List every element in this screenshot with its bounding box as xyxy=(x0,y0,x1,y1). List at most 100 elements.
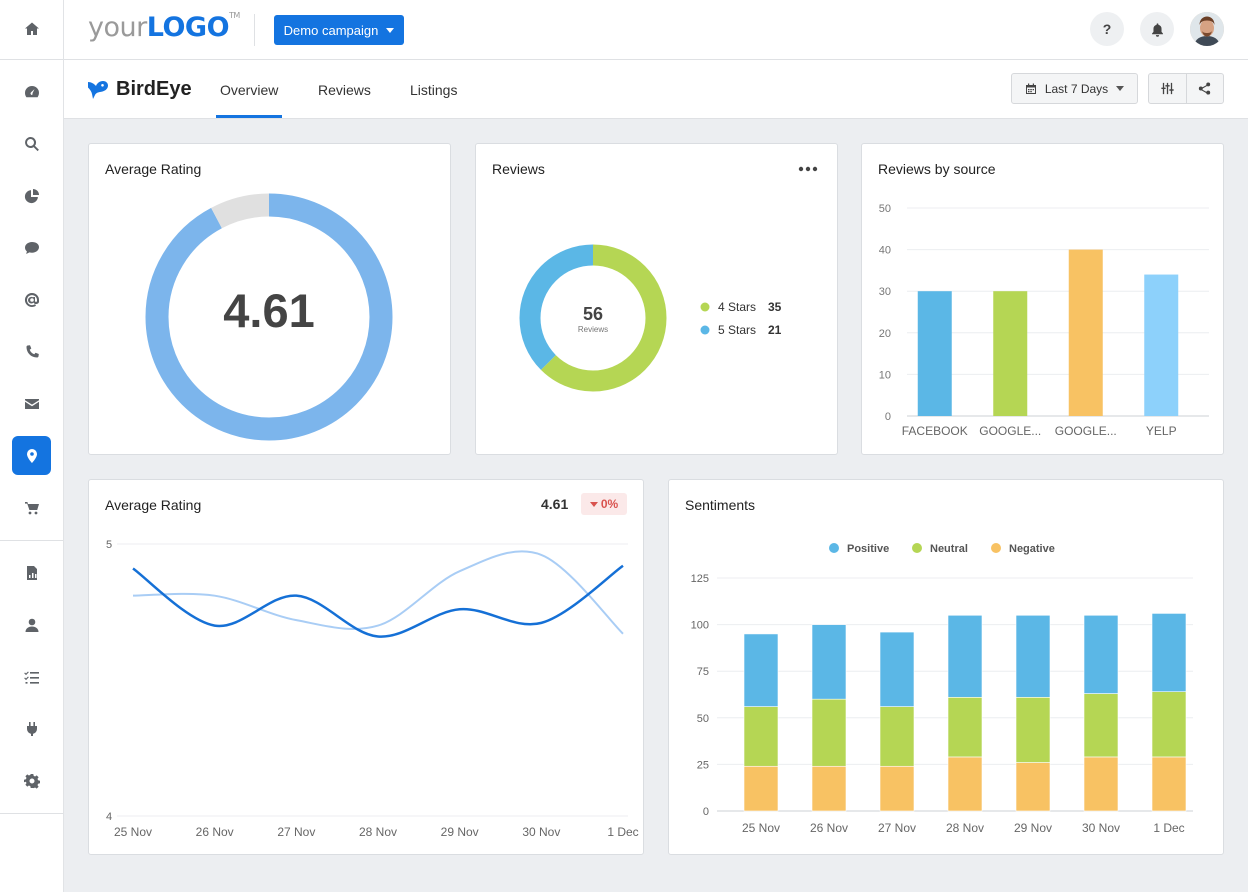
reviews-by-source-card: Reviews by source 0 10 20 30 40 50 FACEBOOK GOO… xyxy=(861,143,1224,455)
x-tick-label: 30 Nov xyxy=(522,825,560,839)
trend-current-value: 4.61 xyxy=(541,496,569,512)
legend-value-4-stars: 35 xyxy=(768,300,782,314)
birdeye-brand: BirdEye xyxy=(86,78,192,101)
x-tick-label: 29 Nov xyxy=(441,825,479,839)
average-rating-card: Average Rating 4.61 xyxy=(88,143,451,455)
view-actions-group xyxy=(1148,73,1224,104)
legend-swatch-4-stars xyxy=(700,302,710,312)
bar-neutral-27-nov xyxy=(879,706,915,767)
sentiments-stacked-bar-chart: 0 25 50 75 100 125 Positive Neutral Negative 25 N… xyxy=(691,543,1193,835)
y-tick-label: 10 xyxy=(879,369,891,381)
y-tick-label: 50 xyxy=(879,203,891,215)
home-icon[interactable] xyxy=(12,9,51,48)
date-range-dropdown[interactable]: Last 7 Days xyxy=(1011,73,1138,104)
filter-settings-button[interactable] xyxy=(1149,74,1187,103)
bar-google xyxy=(993,291,1028,416)
tab-overview[interactable]: Overview xyxy=(220,82,279,98)
x-tick-label: 30 Nov xyxy=(1082,821,1120,835)
bar-positive-27-nov xyxy=(879,631,915,707)
share-button[interactable] xyxy=(1187,74,1224,103)
x-tick-label: 26 Nov xyxy=(810,821,848,835)
chat-icon[interactable] xyxy=(12,228,51,267)
decrease-arrow-icon xyxy=(589,501,598,507)
user-avatar[interactable] xyxy=(1190,12,1224,46)
legend-label-5-stars: 5 Stars xyxy=(718,323,756,337)
more-options-icon[interactable] xyxy=(798,165,818,173)
brand-logo[interactable]: yourLOGOTM xyxy=(88,11,240,43)
tab-reviews[interactable]: Reviews xyxy=(318,82,371,98)
sidebar xyxy=(0,0,64,892)
x-tick-label: 25 Nov xyxy=(114,825,152,839)
bar-negative-28-nov xyxy=(947,756,983,812)
reviews-total-label: Reviews xyxy=(578,325,608,334)
calendar-icon xyxy=(1025,83,1036,94)
x-tick-label: 29 Nov xyxy=(1014,821,1052,835)
legend-label-negative: Negative xyxy=(1009,543,1055,555)
notifications-button[interactable] xyxy=(1140,12,1174,46)
bar-negative-26-nov xyxy=(811,765,847,812)
checklist-icon[interactable] xyxy=(12,657,51,696)
reviews-by-source-bar-chart: 0 10 20 30 40 50 FACEBOOK GOOGLE... GOOGLE... YEL… xyxy=(879,203,1209,438)
y-tick-label: 125 xyxy=(691,573,709,585)
active-tab-indicator xyxy=(216,115,282,118)
plug-icon[interactable] xyxy=(12,709,51,748)
pie-chart-icon[interactable] xyxy=(12,176,51,215)
card-title: Reviews by source xyxy=(878,161,996,177)
tab-listings[interactable]: Listings xyxy=(410,82,458,98)
y-tick-label: 20 xyxy=(879,328,891,340)
help-button[interactable]: ? xyxy=(1090,12,1124,46)
sub-header: BirdEye Overview Reviews Listings Last 7… xyxy=(64,60,1248,119)
bar-positive-30-nov xyxy=(1083,614,1119,694)
bar-negative-29-nov xyxy=(1015,762,1051,812)
bar-negative-27-nov xyxy=(879,765,915,812)
x-tick-label: YELP xyxy=(1146,424,1177,438)
campaign-dropdown-button[interactable]: Demo campaign xyxy=(274,15,404,45)
location-pin-icon[interactable] xyxy=(12,436,51,475)
campaign-label: Demo campaign xyxy=(283,22,379,38)
bar-positive-1-dec xyxy=(1151,613,1187,693)
bar-neutral-25-nov xyxy=(743,706,779,767)
legend-label-positive: Positive xyxy=(847,543,889,555)
reviews-donut-chart: 56 Reviews 4 Stars 35 5 Stars 21 xyxy=(519,244,782,392)
bar-yelp xyxy=(1144,274,1179,416)
y-tick-label: 50 xyxy=(697,713,709,725)
caret-down-icon xyxy=(1116,86,1125,91)
x-tick-label: GOOGLE... xyxy=(1055,424,1117,438)
bar-google xyxy=(1068,249,1103,416)
reviews-card: Reviews 56 Reviews 4 Stars 35 5 Stars 21 xyxy=(475,143,838,455)
x-tick-label: 27 Nov xyxy=(277,825,315,839)
bar-positive-25-nov xyxy=(743,633,779,707)
gear-icon[interactable] xyxy=(12,761,51,800)
at-sign-icon[interactable] xyxy=(12,280,51,319)
bar-negative-1-dec xyxy=(1151,756,1187,812)
average-rating-line-chart: 4 5 25 Nov 26 Nov 27 Nov 28 Nov 29 Nov 30 Nov 1 … xyxy=(106,539,639,839)
date-range-label: Last 7 Days xyxy=(1044,81,1109,96)
logo-text-your: your xyxy=(88,12,147,43)
reviews-total: 56 xyxy=(583,304,603,324)
y-tick-label: 0 xyxy=(703,806,709,818)
birdeye-logo-icon xyxy=(88,80,108,99)
bar-neutral-28-nov xyxy=(947,696,983,758)
legend-label-4-stars: 4 Stars xyxy=(718,300,756,314)
user-icon[interactable] xyxy=(12,605,51,644)
x-tick-label: 1 Dec xyxy=(607,825,638,839)
share-icon xyxy=(1199,82,1211,95)
header-divider xyxy=(254,14,255,46)
x-tick-label: GOOGLE... xyxy=(979,424,1041,438)
average-rating-value: 4.61 xyxy=(223,284,314,337)
x-tick-label: FACEBOOK xyxy=(902,424,968,438)
search-icon[interactable] xyxy=(12,124,51,163)
sidebar-divider xyxy=(0,540,63,541)
legend-label-neutral: Neutral xyxy=(930,543,968,555)
y-tick-label: 40 xyxy=(879,245,891,257)
mail-icon[interactable] xyxy=(12,384,51,423)
card-title: Average Rating xyxy=(105,497,202,513)
bar-neutral-30-nov xyxy=(1083,693,1119,758)
phone-icon[interactable] xyxy=(12,332,51,371)
bar-positive-26-nov xyxy=(811,624,847,700)
dashboard-icon[interactable] xyxy=(12,72,51,111)
x-tick-label: 25 Nov xyxy=(742,821,780,835)
cart-icon[interactable] xyxy=(12,488,51,527)
trend-change-value: 0% xyxy=(600,497,619,511)
report-icon[interactable] xyxy=(12,553,51,592)
